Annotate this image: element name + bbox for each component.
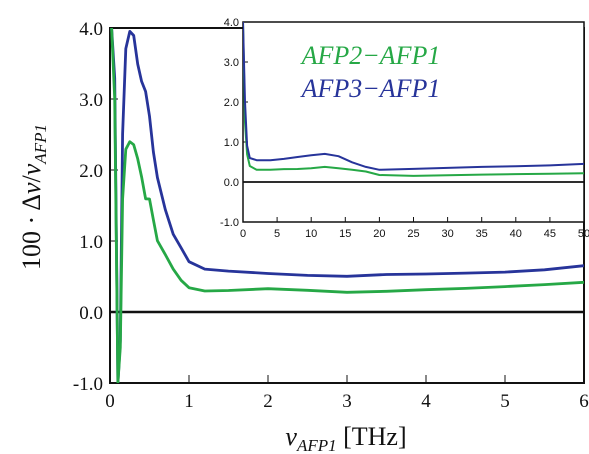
- inset-x-tick-label: 5: [274, 228, 280, 240]
- inset-frame: [242, 21, 585, 223]
- inset-x-tick-label: 35: [476, 228, 488, 240]
- y-axis-title: 100 · Δν/νAFP1: [17, 124, 50, 270]
- main-y-tick-label: 4.0: [79, 19, 103, 40]
- main-x-tick-label: 3: [342, 391, 352, 412]
- inset-y-tick-label: 0.0: [224, 177, 239, 189]
- inset-x-tick-label: 50: [578, 228, 589, 240]
- inset-x-tick-label: 25: [407, 228, 419, 240]
- main-x-tick-label: 0: [105, 391, 115, 412]
- inset-x-tick-label: 30: [441, 228, 453, 240]
- main-x-tick-label: 6: [579, 391, 589, 412]
- inset-tick-labels: 0 5 10 15 20 25 30 35 40 45 50 -1.0 0.0 1.0 2.0 3.0 4.0: [220, 17, 589, 240]
- main-x-tick-label: 2: [263, 391, 273, 412]
- inset-y-tick-label: 3.0: [224, 57, 239, 69]
- inset-x-tick-label: 40: [510, 228, 522, 240]
- inset-y-tick-label: -1.0: [220, 217, 239, 229]
- main-y-tick-label: 1.0: [79, 232, 103, 253]
- inset-series-line-2: [243, 22, 584, 171]
- inset-y-tick-label: 4.0: [224, 17, 239, 29]
- inset-plot: [242, 21, 585, 223]
- main-series-line-2: [110, 28, 584, 383]
- inset-series-line-1: [243, 22, 584, 177]
- main-tick-labels: 0 1 2 3 4 5 6-1.00.01.02.03.04.0: [73, 19, 589, 412]
- main-y-tick-label: 2.0: [79, 161, 103, 182]
- main-y-tick-label: -1.0: [73, 374, 103, 395]
- inset-x-tick-label: 10: [305, 228, 317, 240]
- main-x-tick-label: 4: [421, 391, 431, 412]
- main-x-tick-label: 1: [184, 391, 194, 412]
- x-axis-title: νAFP1 [THz]: [285, 422, 406, 454]
- inset-x-tick-label: 20: [373, 228, 385, 240]
- inset-y-tick-label: 2.0: [224, 97, 239, 109]
- main-y-tick-label: 3.0: [79, 90, 103, 111]
- inset-y-tick-label: 1.0: [224, 137, 239, 149]
- main-x-tick-label: 5: [500, 391, 510, 412]
- inset-x-tick-label: 15: [339, 228, 351, 240]
- legend-entry-afp2: AFP2−AFP1: [300, 41, 441, 70]
- main-series-line-1: [110, 28, 584, 383]
- inset-x-tick-label: 0: [240, 228, 246, 240]
- legend-entry-afp3: AFP3−AFP1: [300, 74, 441, 103]
- inset-x-tick-label: 45: [544, 228, 556, 240]
- main-y-tick-label: 0.0: [79, 303, 103, 324]
